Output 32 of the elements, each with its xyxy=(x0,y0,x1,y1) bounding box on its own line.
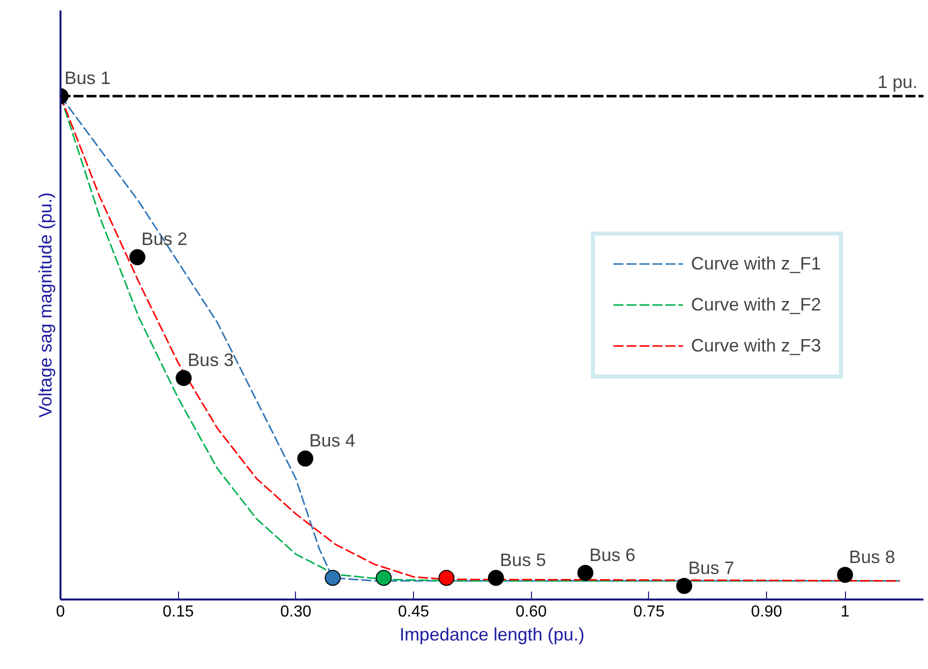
point xyxy=(324,570,341,586)
annotation: Bus 7 xyxy=(688,558,734,578)
point xyxy=(438,570,454,586)
point xyxy=(176,370,192,386)
annotation: Bus 5 xyxy=(500,550,546,570)
annotation: Bus 6 xyxy=(589,544,636,565)
point xyxy=(837,566,854,583)
annotation: Bus 4 xyxy=(309,430,356,451)
annotation: Bus 3 xyxy=(188,350,234,370)
annotation: Bus 1 xyxy=(64,68,111,88)
point xyxy=(577,564,594,581)
x-tick-label: 0.45 xyxy=(398,604,430,620)
legend-label: Curve with z_F3 xyxy=(690,335,821,356)
annotation: Bus 8 xyxy=(849,546,896,567)
y-axis-title: Voltage sag magnitude (pu.) xyxy=(36,192,56,418)
x-tick-label: 0.60 xyxy=(516,604,547,620)
x-tick-label: 0 xyxy=(56,604,66,620)
legend-label: Curve with z_F2 xyxy=(690,294,821,315)
x-axis-title: Impedance length (pu.) xyxy=(399,624,585,644)
point xyxy=(676,578,692,594)
x-tick-label: 0.75 xyxy=(633,604,665,620)
point xyxy=(376,570,392,586)
point xyxy=(129,249,146,266)
point xyxy=(488,570,504,586)
annotation: Bus 2 xyxy=(141,229,188,250)
point xyxy=(297,450,314,467)
x-tick-label: 1 xyxy=(840,604,850,620)
x-tick-label: 0.30 xyxy=(280,604,312,620)
legend-label: Curve with z_F1 xyxy=(690,253,821,274)
ref-line-label: 1 pu. xyxy=(877,72,918,92)
x-tick-label: 0.90 xyxy=(751,604,782,620)
x-tick-label: 0.15 xyxy=(162,604,194,620)
